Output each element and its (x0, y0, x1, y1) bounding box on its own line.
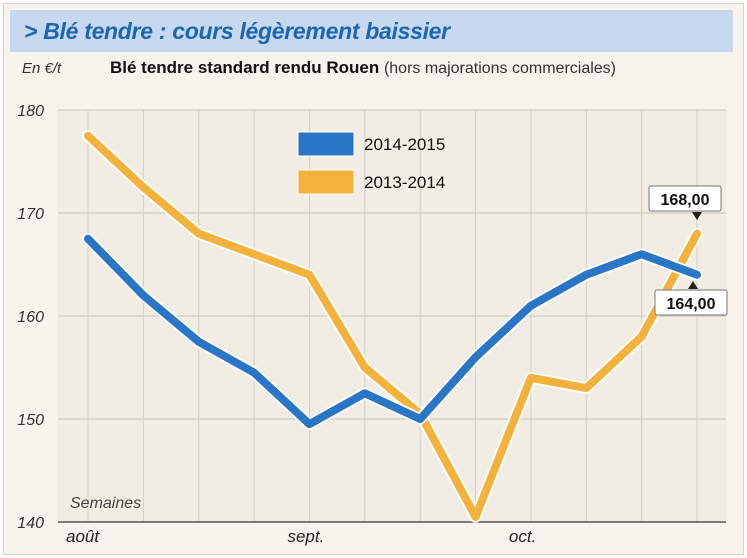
end-label-2013-2014: 168,00 (661, 192, 710, 209)
series-line-2013-2014 (84, 131, 701, 521)
subtitle-note: (hors majorations commerciales) (383, 60, 616, 77)
end-label-pointer (688, 281, 698, 289)
y-tick-label: 150 (17, 412, 44, 429)
series-line-2014-2015 (84, 234, 701, 429)
end-label-box (654, 289, 728, 316)
legend-swatch (297, 131, 355, 157)
unit-label: En €/t (22, 60, 62, 77)
x-axis-title: Semaines (70, 495, 141, 512)
legend-label: 2013-2014 (364, 173, 445, 192)
chart-title: > Blé tendre : cours légèrement baissier (24, 18, 450, 44)
x-tick-label: août (66, 527, 100, 546)
title-banner: > Blé tendre : cours légèrement baissier (10, 10, 733, 52)
end-label-pointer (692, 212, 702, 220)
subtitle-main: Blé tendre standard rendu Rouen (110, 58, 380, 77)
y-tick-label: 160 (17, 309, 44, 326)
end-label-2014-2015: 164,00 (667, 296, 716, 313)
y-tick-label: 180 (17, 103, 44, 120)
y-tick-label: 170 (17, 206, 44, 223)
legend-label: 2014-2015 (364, 135, 445, 154)
end-label-box (648, 185, 722, 212)
chart-subtitle: Blé tendre standard rendu Rouen (hors ma… (110, 58, 616, 78)
x-tick-label: sept. (287, 527, 324, 546)
x-tick-label: oct. (509, 527, 536, 546)
legend-swatch (297, 169, 355, 195)
y-tick-label: 140 (17, 515, 44, 532)
